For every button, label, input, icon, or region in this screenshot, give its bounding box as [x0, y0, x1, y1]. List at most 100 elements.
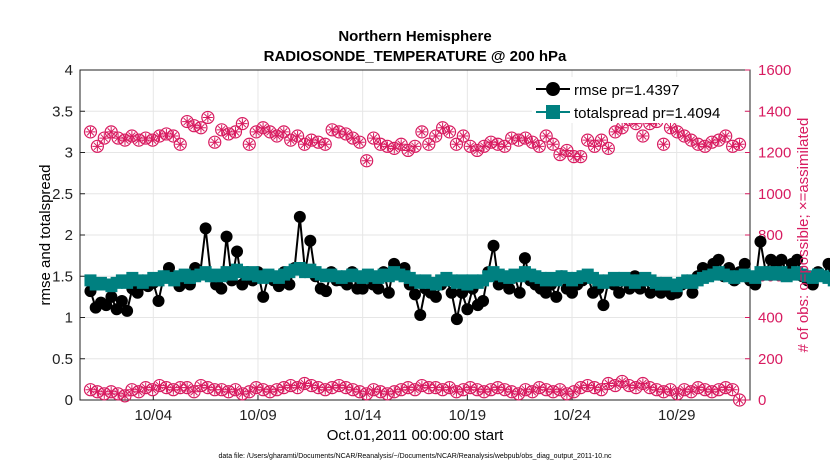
data-point-rmse — [477, 295, 490, 307]
marker-star — [665, 384, 676, 395]
marker-circle — [636, 376, 650, 391]
marker-circle — [491, 137, 505, 151]
marker-star — [113, 133, 124, 144]
data-point-obs_possible_upper — [449, 137, 464, 151]
data-point-obs_possible_lower — [353, 385, 367, 399]
data-point-obs_possible_upper — [284, 133, 298, 147]
marker-star — [375, 386, 386, 397]
marker-star — [541, 384, 552, 395]
marker-circle — [380, 139, 394, 153]
marker-star — [202, 112, 213, 123]
marker-circle — [228, 125, 243, 139]
marker-circle — [104, 385, 118, 399]
data-point-obs_possible_upper — [712, 133, 726, 147]
marker-circle — [325, 123, 339, 137]
marker-star — [541, 131, 552, 141]
marker-star — [278, 126, 289, 137]
marker-circle — [622, 378, 636, 393]
data-point-obs_possible_upper — [263, 125, 277, 139]
marker-circle — [712, 133, 726, 147]
marker-circle — [415, 378, 429, 393]
marker-star — [437, 122, 448, 133]
y-right-tick-label: 400 — [758, 310, 783, 327]
marker-star — [133, 386, 144, 397]
marker-star — [113, 388, 124, 399]
data-point-obs_possible_lower — [311, 381, 325, 395]
data-point-obs_possible_upper — [360, 154, 374, 168]
data-point-rmse — [283, 278, 296, 291]
marker-star — [630, 382, 641, 393]
marker-star — [465, 382, 476, 393]
marker-star — [271, 384, 282, 395]
marker-circle — [539, 129, 553, 143]
marker-circle — [208, 135, 222, 149]
data-point-obs_possible_lower — [712, 383, 726, 397]
marker-star — [389, 386, 400, 397]
marker-circle — [90, 139, 104, 153]
data-point-obs_possible_upper — [291, 129, 305, 143]
data-point-obs_possible_upper — [318, 137, 332, 151]
data-point-obs_possible_lower — [263, 385, 277, 399]
data-point-obs_possible_upper — [380, 139, 394, 153]
data-point-rmse — [686, 286, 699, 299]
marker-circle — [491, 381, 505, 395]
data-point-obs_possible_upper — [505, 131, 519, 145]
x-tick-label: 10/09 — [239, 407, 277, 424]
marker-star — [175, 139, 186, 150]
y-left-tick-label: 0.5 — [52, 351, 73, 368]
data-point-rmse — [115, 295, 128, 307]
data-point-obs_possible_lower — [132, 385, 146, 399]
marker-circle — [125, 129, 139, 143]
series-layer — [83, 110, 830, 407]
marker-star — [237, 118, 248, 129]
marker-circle — [242, 137, 256, 151]
marker-circle — [166, 383, 180, 397]
marker-star — [410, 384, 420, 395]
x-axis: 10/04 10/09 10/14 10/19 10/24 10/29 — [135, 395, 695, 424]
data-point-obs_possible_lower — [118, 389, 132, 403]
marker-star — [292, 131, 303, 141]
marker-star — [624, 380, 635, 391]
data-point-rmse — [754, 235, 767, 248]
marker-star — [209, 384, 220, 395]
marker-star — [472, 384, 483, 395]
data-point-rmse — [236, 278, 249, 291]
marker-circle — [263, 385, 277, 399]
marker-circle — [353, 135, 367, 149]
legend-box — [532, 77, 744, 123]
data-point-obs_possible_lower — [194, 378, 208, 393]
marker-star — [617, 376, 628, 387]
marker-circle — [712, 383, 726, 397]
data-point-obs_possible_upper — [615, 121, 629, 135]
data-point-obs_possible_upper — [353, 135, 367, 149]
marker-star — [596, 135, 607, 146]
marker-circle — [636, 129, 650, 143]
data-point-obs_possible_lower — [249, 381, 263, 395]
marker-circle — [436, 383, 450, 397]
marker-star — [119, 135, 130, 146]
data-point-obs_possible_lower — [394, 383, 408, 397]
data-point-obs_possible_lower — [636, 376, 650, 391]
marker-star — [195, 380, 206, 391]
marker-star — [189, 386, 200, 397]
data-point-obs_possible_lower — [525, 385, 539, 399]
marker-circle — [587, 381, 602, 395]
y-right-tick-label: 200 — [758, 351, 783, 368]
marker-circle — [380, 387, 394, 401]
marker-circle — [505, 385, 519, 399]
marker-circle — [111, 387, 125, 401]
data-point-obs_possible_upper — [304, 133, 319, 147]
data-point-rmse — [382, 286, 395, 299]
marker-star — [244, 386, 255, 397]
legend: rmse pr=1.4397 totalspread pr=1.4094 — [532, 77, 744, 123]
marker-circle — [401, 381, 415, 395]
marker-circle — [339, 381, 353, 395]
marker-star — [182, 116, 193, 127]
marker-star — [389, 143, 400, 154]
data-point-obs_possible_lower — [180, 381, 194, 395]
marker-circle — [650, 383, 664, 397]
marker-star — [658, 386, 669, 397]
marker-star — [368, 133, 379, 144]
data-point-obs_possible_lower — [159, 381, 174, 395]
marker-star — [693, 139, 704, 150]
